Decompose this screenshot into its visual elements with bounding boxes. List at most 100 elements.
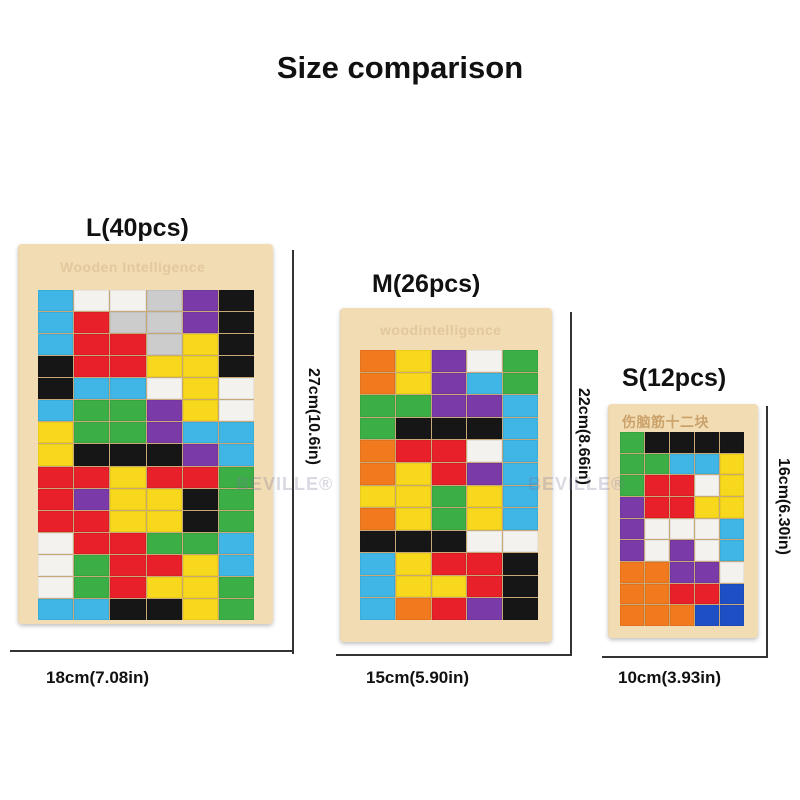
puzzle-cell bbox=[431, 350, 467, 372]
puzzle-cell bbox=[620, 453, 644, 475]
puzzle-cell bbox=[695, 583, 719, 605]
puzzle-cell bbox=[720, 432, 744, 453]
puzzle-cell bbox=[218, 290, 254, 312]
puzzle-cell bbox=[360, 462, 395, 485]
puzzle-cell bbox=[620, 496, 644, 518]
puzzle-cell bbox=[431, 485, 467, 508]
puzzle-cell bbox=[503, 462, 538, 485]
puzzle-cell bbox=[218, 444, 254, 466]
puzzle-cell bbox=[720, 561, 744, 583]
puzzle-cell bbox=[74, 312, 110, 334]
puzzle-cell bbox=[467, 350, 503, 372]
puzzle-cell bbox=[74, 488, 110, 510]
puzzle-cell bbox=[395, 575, 431, 598]
puzzle-cell bbox=[218, 466, 254, 488]
puzzle-cell bbox=[395, 372, 431, 395]
puzzle-cell bbox=[645, 583, 669, 605]
puzzle-cell bbox=[720, 518, 744, 540]
puzzle-cell bbox=[467, 575, 503, 598]
puzzle-cell bbox=[110, 488, 146, 510]
puzzle-cell bbox=[395, 462, 431, 485]
puzzle-cell bbox=[110, 334, 146, 356]
puzzle-cell bbox=[467, 598, 503, 620]
puzzle-cell bbox=[467, 440, 503, 462]
puzzle-cell bbox=[720, 540, 744, 561]
puzzle-cell bbox=[670, 561, 694, 583]
puzzle-cell bbox=[503, 395, 538, 417]
puzzle-cell bbox=[110, 400, 146, 422]
large-puzzle-board: Wooden Intelligence bbox=[18, 244, 273, 624]
puzzle-cell bbox=[38, 356, 74, 378]
puzzle-cell bbox=[182, 488, 218, 510]
puzzle-cell bbox=[431, 440, 467, 462]
puzzle-cell bbox=[110, 422, 146, 444]
puzzle-cell bbox=[146, 444, 182, 466]
puzzle-cell bbox=[645, 453, 669, 475]
puzzle-cell bbox=[431, 462, 467, 485]
puzzle-cell bbox=[182, 532, 218, 554]
puzzle-cell bbox=[110, 444, 146, 466]
puzzle-cell bbox=[695, 605, 719, 626]
puzzle-cell bbox=[670, 432, 694, 453]
large-height-line bbox=[292, 250, 294, 654]
puzzle-cell bbox=[146, 488, 182, 510]
puzzle-cell bbox=[38, 554, 74, 576]
puzzle-cell bbox=[645, 475, 669, 496]
puzzle-cell bbox=[218, 400, 254, 422]
puzzle-cell bbox=[431, 508, 467, 530]
medium-board-engraving: woodintelligence bbox=[380, 322, 502, 338]
puzzle-cell bbox=[74, 510, 110, 532]
puzzle-cell bbox=[645, 561, 669, 583]
puzzle-cell bbox=[146, 378, 182, 400]
puzzle-cell bbox=[503, 372, 538, 395]
puzzle-cell bbox=[182, 290, 218, 312]
puzzle-cell bbox=[146, 400, 182, 422]
puzzle-cell bbox=[620, 605, 644, 626]
puzzle-cell bbox=[503, 440, 538, 462]
puzzle-cell bbox=[720, 583, 744, 605]
puzzle-cell bbox=[720, 453, 744, 475]
puzzle-cell bbox=[620, 475, 644, 496]
puzzle-cell bbox=[182, 576, 218, 598]
puzzle-cell bbox=[38, 532, 74, 554]
puzzle-cell bbox=[395, 417, 431, 440]
puzzle-cell bbox=[74, 598, 110, 620]
puzzle-cell bbox=[670, 518, 694, 540]
puzzle-cell bbox=[431, 372, 467, 395]
puzzle-cell bbox=[38, 510, 74, 532]
puzzle-cell bbox=[503, 350, 538, 372]
puzzle-cell bbox=[218, 598, 254, 620]
puzzle-cell bbox=[218, 532, 254, 554]
puzzle-cell bbox=[467, 462, 503, 485]
puzzle-cell bbox=[503, 508, 538, 530]
puzzle-cell bbox=[360, 440, 395, 462]
puzzle-cell bbox=[182, 598, 218, 620]
puzzle-cell bbox=[360, 350, 395, 372]
puzzle-cell bbox=[110, 510, 146, 532]
puzzle-cell bbox=[467, 553, 503, 575]
puzzle-cell bbox=[503, 553, 538, 575]
medium-height-dimension: 22cm(8.66in) bbox=[575, 388, 592, 485]
puzzle-cell bbox=[110, 312, 146, 334]
page-title: Size comparison bbox=[276, 50, 524, 85]
puzzle-cell bbox=[360, 530, 395, 553]
puzzle-cell bbox=[74, 378, 110, 400]
puzzle-cell bbox=[620, 540, 644, 561]
puzzle-cell bbox=[182, 378, 218, 400]
puzzle-cell bbox=[467, 395, 503, 417]
puzzle-cell bbox=[146, 312, 182, 334]
watermark-left: BEVILLE® bbox=[236, 474, 334, 494]
puzzle-cell bbox=[360, 598, 395, 620]
puzzle-cell bbox=[74, 576, 110, 598]
puzzle-cell bbox=[182, 334, 218, 356]
small-board-engraving: 伤脑筋十二块 bbox=[622, 414, 709, 430]
medium-width-dimension: 15cm(5.90in) bbox=[366, 668, 469, 687]
medium-puzzle-label: M(26pcs) bbox=[372, 270, 481, 298]
small-height-line bbox=[766, 406, 768, 656]
puzzle-cell bbox=[431, 598, 467, 620]
puzzle-cell bbox=[38, 378, 74, 400]
puzzle-cell bbox=[182, 444, 218, 466]
puzzle-cell bbox=[645, 540, 669, 561]
puzzle-cell bbox=[395, 553, 431, 575]
puzzle-cell bbox=[74, 466, 110, 488]
